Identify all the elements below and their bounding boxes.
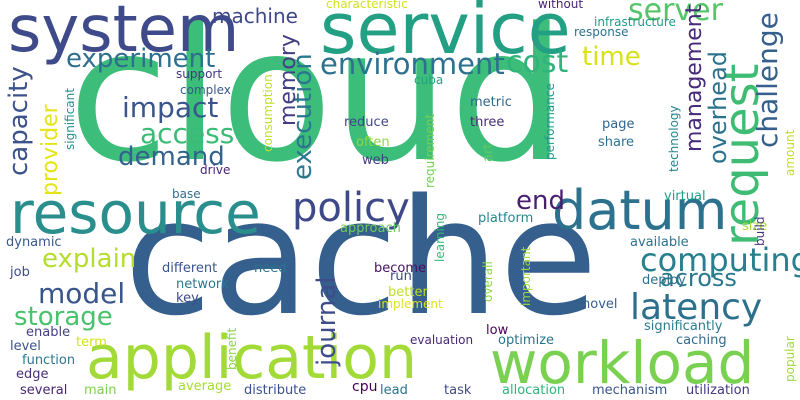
word-response: response: [574, 25, 629, 39]
word-workload: workload: [490, 329, 755, 397]
word-job: job: [10, 265, 30, 280]
word-environment: environment: [320, 47, 505, 81]
word-resource: resource: [10, 179, 261, 247]
word-task: task: [444, 383, 472, 398]
word-enable: enable: [26, 325, 71, 340]
word-deploy: deploy: [642, 273, 686, 288]
word-distribute: distribute: [244, 383, 307, 398]
word-end: end: [516, 186, 565, 216]
word-better: better: [388, 285, 428, 300]
word-evaluation: evaluation: [410, 333, 474, 347]
word-level: level: [10, 339, 41, 354]
word-important: important: [519, 246, 533, 306]
word-system: system: [8, 0, 240, 67]
word-need: need: [254, 261, 287, 276]
word-server: server: [628, 0, 723, 28]
word-optimize: optimize: [498, 333, 555, 348]
word-often: often: [356, 135, 390, 150]
word-platform: platform: [478, 211, 534, 226]
word-lead: lead: [380, 383, 408, 398]
word-explain: explain: [42, 244, 137, 274]
word-impact: impact: [122, 91, 219, 124]
word-across: across: [660, 264, 737, 292]
word-performance: performance: [543, 83, 557, 160]
word-learning: learning: [433, 213, 447, 262]
word-several: several: [20, 383, 68, 398]
word-latency: latency: [630, 287, 763, 328]
word-benefit: benefit: [225, 327, 239, 370]
word-share: share: [598, 135, 635, 150]
word-allocation: allocation: [502, 383, 566, 398]
word-memory: memory: [276, 34, 301, 126]
word-policy: policy: [292, 185, 410, 231]
word-application: application: [86, 323, 417, 393]
word-machine: machine: [212, 4, 298, 28]
word-storage: storage: [14, 302, 113, 332]
word-size: size: [742, 219, 768, 234]
word-without: without: [538, 0, 584, 11]
word-build: build: [753, 216, 767, 246]
word-popular: popular: [783, 336, 797, 382]
word-cloud: cloud: [68, 0, 567, 203]
word-web: web: [362, 153, 389, 168]
word-significant: significant: [63, 88, 77, 150]
word-average: average: [178, 379, 232, 394]
word-virtual: virtual: [664, 189, 706, 204]
word-implement: implement: [378, 297, 443, 311]
word-cuba: cuba: [414, 73, 444, 87]
word-different: different: [162, 261, 218, 276]
word-available: available: [630, 235, 689, 250]
word-main: main: [84, 383, 117, 398]
word-demand: demand: [118, 142, 225, 172]
word-overall: overall: [481, 261, 495, 302]
word-significantly: significantly: [644, 319, 723, 334]
word-amount: amount: [783, 129, 797, 176]
word-network: network: [176, 277, 229, 292]
word-term: term: [76, 335, 107, 350]
word-model: model: [38, 277, 126, 310]
word-support: support: [176, 67, 223, 81]
word-technology: technology: [667, 105, 681, 172]
word-capacity: capacity: [4, 66, 34, 176]
word-function: function: [22, 353, 76, 368]
word-overhead: overhead: [704, 50, 732, 164]
word-caching: caching: [676, 333, 727, 348]
word-service: service: [320, 0, 571, 70]
word-art: art: [481, 143, 496, 162]
word-drive: drive: [200, 163, 231, 177]
word-journal: journal: [312, 276, 342, 366]
word-three: three: [470, 115, 505, 130]
word-access: access: [140, 117, 235, 150]
word-key: key: [176, 291, 199, 306]
word-experiment: experiment: [66, 44, 216, 74]
word-cpu: cpu: [352, 379, 378, 395]
word-run: run: [390, 269, 412, 284]
word-time: time: [582, 42, 641, 72]
word-consumption: consumption: [261, 74, 275, 152]
word-metric: metric: [470, 95, 512, 110]
word-challenge: challenge: [751, 12, 784, 148]
word-low: low: [486, 323, 509, 338]
word-cost: cost: [506, 45, 569, 80]
word-reduce: reduce: [344, 115, 389, 130]
word-mechanism: mechanism: [592, 383, 668, 398]
word-complex: complex: [180, 83, 231, 97]
word-dynamic: dynamic: [6, 235, 62, 250]
word-base: base: [172, 187, 201, 201]
word-datum: datum: [552, 179, 728, 242]
word-novel: novel: [582, 297, 618, 312]
word-page: page: [602, 117, 635, 132]
word-cache: cache: [124, 164, 598, 351]
word-requirement: requirement: [423, 113, 437, 188]
word-characteristic: characteristic: [326, 0, 408, 11]
word-utilization: utilization: [686, 383, 750, 398]
word-approach: approach: [340, 221, 401, 236]
word-become: become: [374, 261, 427, 276]
word-management: management: [682, 4, 707, 152]
word-provider: provider: [38, 104, 63, 196]
word-computing: computing: [640, 241, 800, 279]
word-edge: edge: [16, 367, 49, 382]
word-infrastructure: infrastructure: [594, 15, 676, 29]
